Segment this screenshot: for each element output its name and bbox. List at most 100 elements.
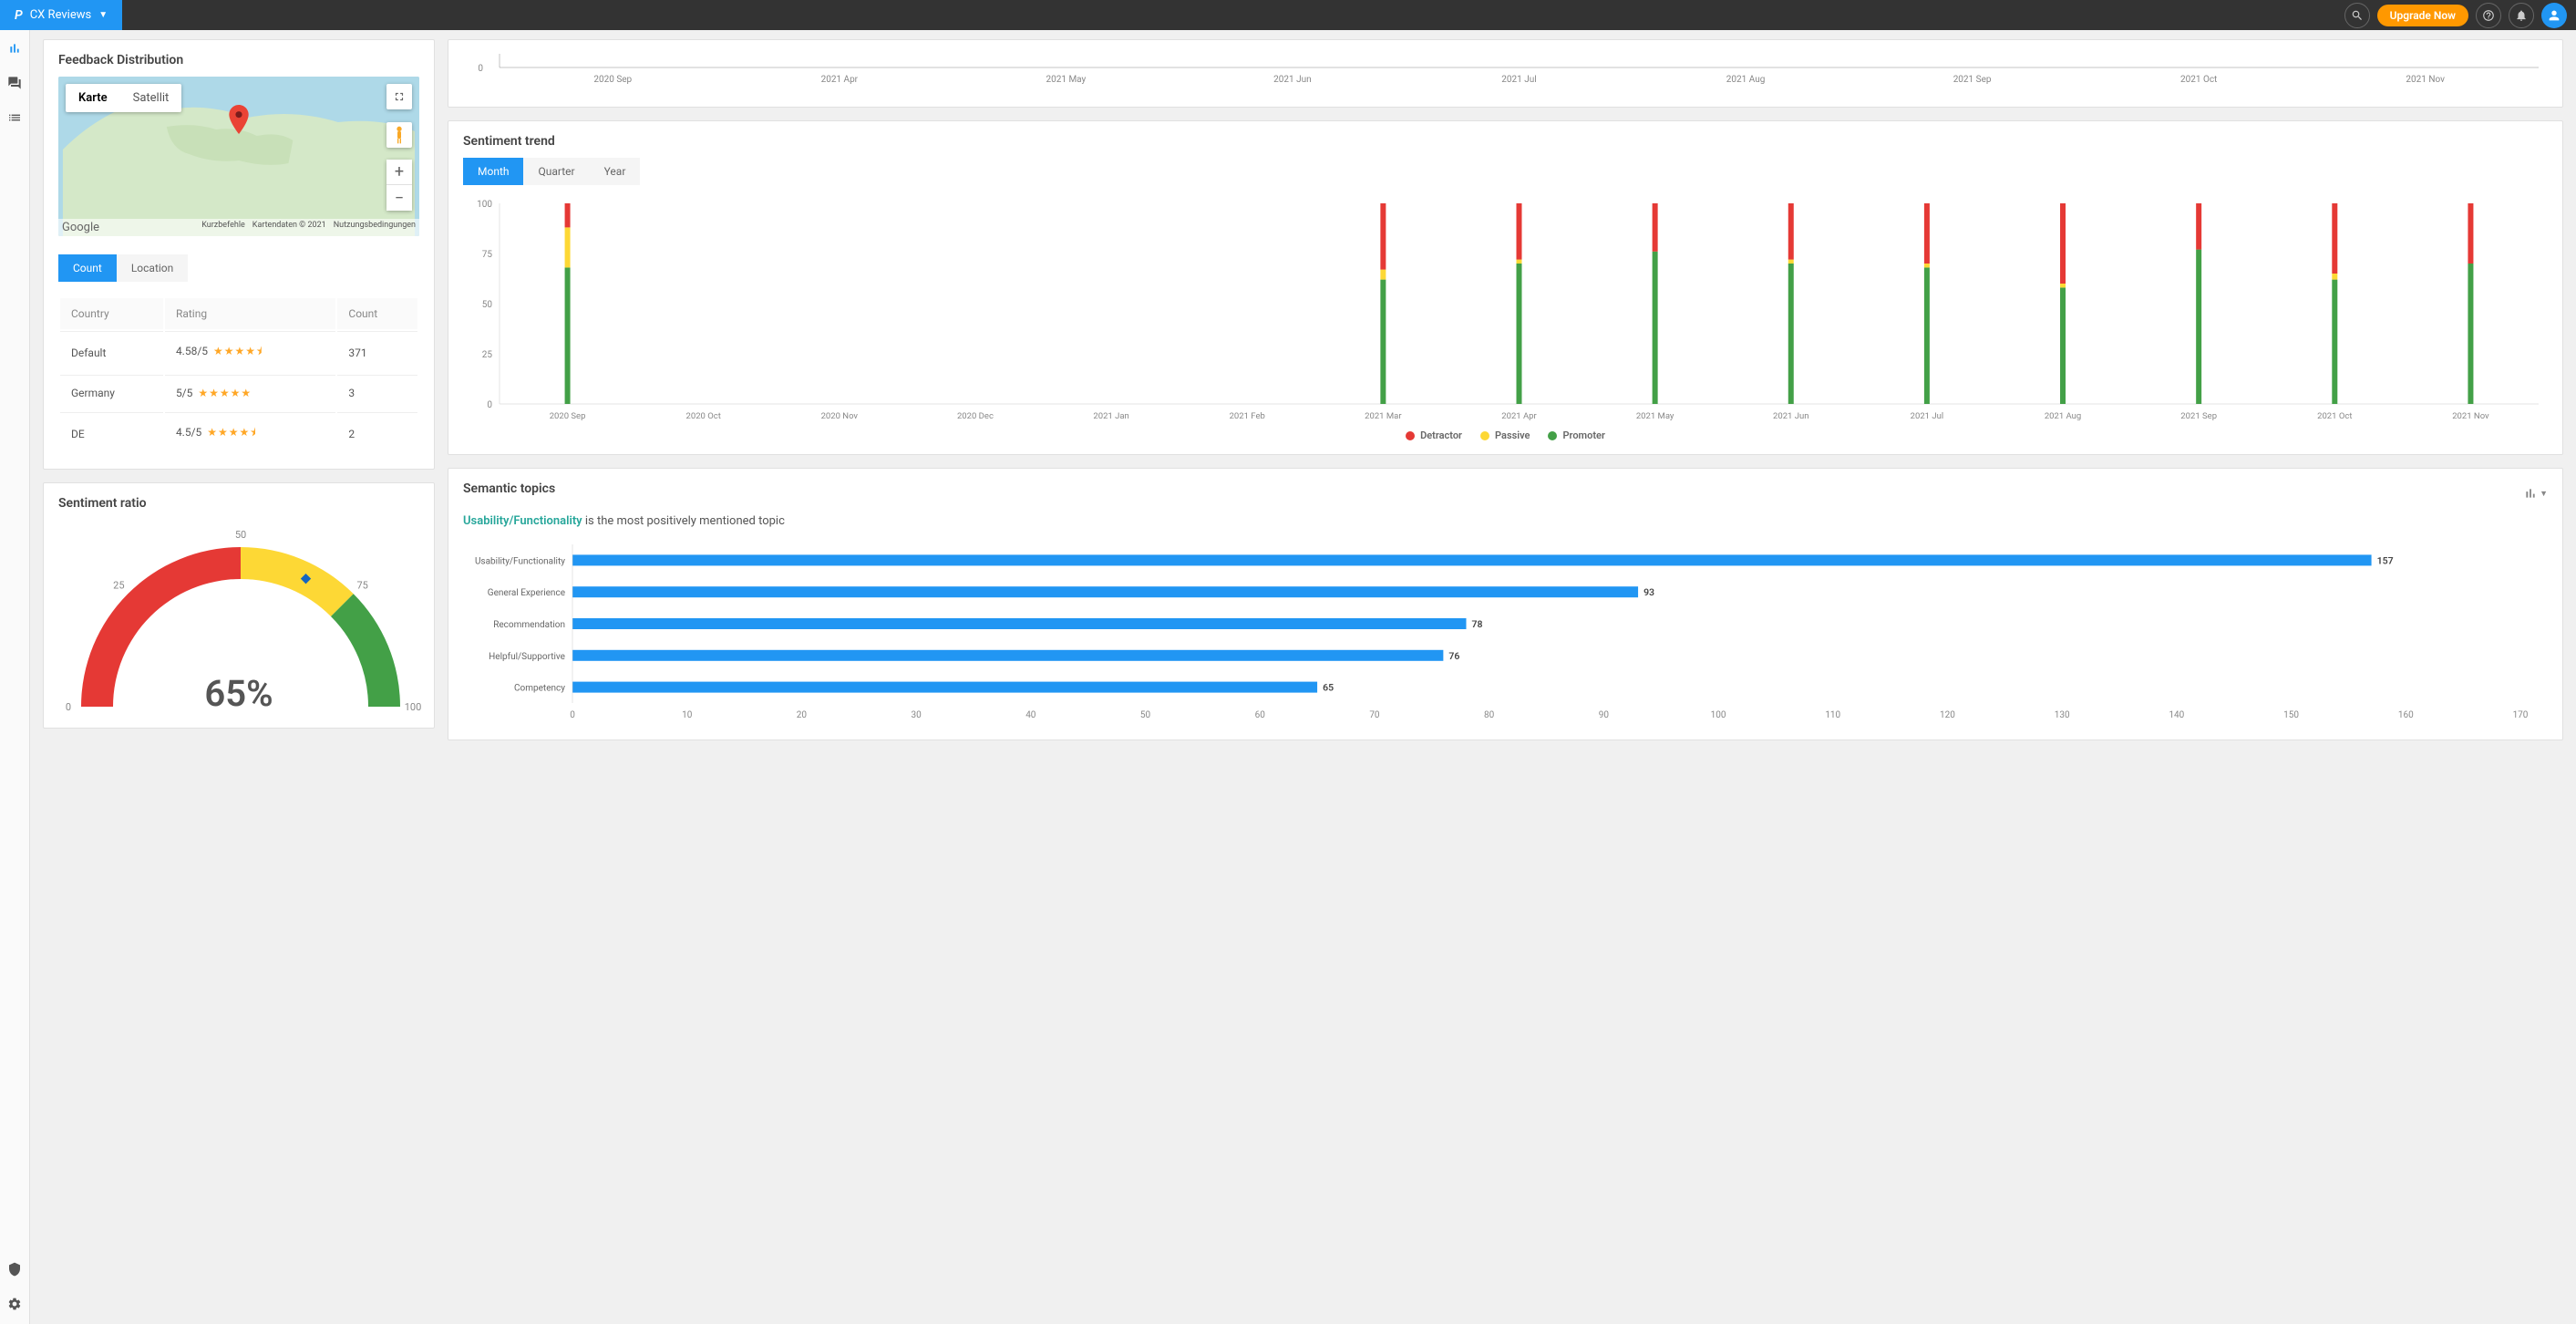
list-icon (7, 110, 22, 125)
svg-text:2021 Oct: 2021 Oct (2180, 75, 2217, 85)
topbar: P CX Reviews ▼ Upgrade Now (0, 0, 2576, 30)
topics-svg: Usability/Functionality157General Experi… (463, 541, 2548, 723)
svg-text:2021 Jul: 2021 Jul (1911, 411, 1944, 421)
sidebar-item-feedback[interactable] (5, 74, 24, 92)
svg-text:40: 40 (1025, 710, 1036, 720)
trend-svg: 02550751002020 Sep2020 Oct2020 Nov2020 D… (463, 196, 2548, 424)
bar-chart-icon (7, 41, 22, 56)
gear-icon (7, 1297, 22, 1311)
svg-text:2021 Apr: 2021 Apr (821, 75, 859, 85)
star-icon: ★★★★★ (198, 387, 252, 399)
legend-promoter: Promoter (1548, 429, 1604, 441)
svg-text:25: 25 (482, 350, 493, 360)
search-button[interactable] (2344, 3, 2370, 28)
cell-count: 371 (337, 331, 417, 373)
svg-text:2021 Mar: 2021 Mar (1365, 411, 1402, 421)
col-rating: Rating (165, 298, 335, 329)
cell-count: 2 (337, 412, 417, 454)
gauge-value: 65% (204, 672, 273, 715)
sidebar-item-dashboard[interactable] (5, 39, 24, 57)
map-shortcuts[interactable]: Kurzbefehle (201, 221, 245, 234)
svg-text:2021 Jun: 2021 Jun (1273, 75, 1312, 85)
avatar-button[interactable] (2541, 3, 2567, 28)
svg-text:2021 Jan: 2021 Jan (1093, 411, 1128, 421)
svg-text:50: 50 (235, 529, 246, 541)
chart-type-button[interactable]: ▼ (2523, 486, 2548, 501)
svg-text:Usability/Functionality: Usability/Functionality (475, 556, 565, 566)
svg-text:78: 78 (1472, 618, 1483, 630)
bar-chart-icon (2523, 486, 2538, 501)
tab-year[interactable]: Year (590, 158, 641, 185)
cell-country: Default (60, 331, 163, 373)
svg-text:100: 100 (477, 200, 492, 210)
sidebar-item-list[interactable] (5, 109, 24, 127)
brand-logo: P (15, 8, 23, 23)
svg-text:0: 0 (570, 710, 575, 720)
svg-text:2020 Nov: 2020 Nov (821, 411, 859, 421)
topics-chart: Usability/Functionality157General Experi… (463, 541, 2548, 727)
col-count: Count (337, 298, 417, 329)
brand-dropdown[interactable]: P CX Reviews ▼ (0, 0, 122, 30)
svg-text:2021 Feb: 2021 Feb (1230, 411, 1265, 421)
person-icon (2547, 8, 2561, 23)
map-data[interactable]: Kartendaten © 2021 (252, 221, 326, 234)
help-icon (2482, 9, 2495, 22)
svg-text:2021 Nov: 2021 Nov (2452, 411, 2489, 421)
cell-country: Germany (60, 375, 163, 410)
svg-text:60: 60 (1255, 710, 1266, 720)
svg-text:2021 Sep: 2021 Sep (1953, 75, 1992, 85)
semantic-topics-card: Semantic topics ▼ Usability/Functionalit… (448, 468, 2563, 740)
map-zoom-in-button[interactable]: + (386, 160, 412, 185)
svg-text:75: 75 (356, 579, 367, 591)
top-line-chart: 02020 Sep2021 Apr2021 May2021 Jun2021 Ju… (463, 49, 2548, 99)
sidebar-item-security[interactable] (5, 1260, 24, 1278)
sentiment-ratio-card: Sentiment ratio 0255075100 65% (43, 482, 435, 729)
toggle-count[interactable]: Count (58, 254, 117, 282)
tab-month[interactable]: Month (463, 158, 523, 185)
chevron-down-icon: ▼ (98, 10, 108, 20)
svg-text:Competency: Competency (514, 684, 565, 694)
map-terms[interactable]: Nutzungsbedingungen (334, 221, 416, 234)
svg-text:Recommendation: Recommendation (493, 620, 565, 630)
table-header-row: Country Rating Count (60, 298, 417, 329)
chat-icon (7, 76, 22, 90)
svg-text:80: 80 (1484, 710, 1495, 720)
svg-text:90: 90 (1599, 710, 1610, 720)
cell-rating: 4.5/5 ★★★★⯨ (165, 412, 335, 454)
chevron-down-icon: ▼ (2540, 489, 2548, 499)
map-zoom-out-button[interactable]: − (386, 185, 412, 211)
upgrade-button[interactable]: Upgrade Now (2377, 5, 2468, 26)
svg-text:2021 Jun: 2021 Jun (1773, 411, 1808, 421)
legend-passive: Passive (1480, 429, 1530, 441)
top-chart-svg: 02020 Sep2021 Apr2021 May2021 Jun2021 Ju… (463, 49, 2548, 99)
trend-chart: 02550751002020 Sep2020 Oct2020 Nov2020 D… (463, 196, 2548, 424)
toggle-location[interactable]: Location (117, 254, 188, 282)
cell-country: DE (60, 412, 163, 454)
col-country: Country (60, 298, 163, 329)
svg-text:157: 157 (2377, 554, 2394, 566)
cell-rating: 5/5 ★★★★★ (165, 375, 335, 410)
svg-text:76: 76 (1448, 650, 1459, 662)
svg-text:25: 25 (113, 579, 124, 591)
sidebar-item-settings[interactable] (5, 1295, 24, 1313)
star-icon: ★★★★⯨ (207, 426, 256, 439)
star-icon: ★★★★⯨ (213, 345, 263, 357)
svg-text:2021 Aug: 2021 Aug (1726, 75, 1766, 85)
tab-quarter[interactable]: Quarter (523, 158, 589, 185)
svg-text:170: 170 (2513, 710, 2529, 720)
map-tab-karte[interactable]: Karte (66, 84, 120, 112)
svg-text:100: 100 (1711, 710, 1726, 720)
notifications-button[interactable] (2509, 3, 2534, 28)
svg-text:2021 Nov: 2021 Nov (2406, 75, 2445, 85)
map-pegman-button[interactable] (386, 122, 412, 148)
map-tab-satellit[interactable]: Satellit (120, 84, 182, 112)
topic-highlight-sentence: Usability/Functionality is the most posi… (463, 514, 2548, 528)
map-pin-icon (229, 105, 249, 138)
help-button[interactable] (2476, 3, 2501, 28)
map[interactable]: Karte Satellit + − Google Kurzbefehle (58, 77, 419, 236)
table-row: DE 4.5/5 ★★★★⯨ 2 (60, 412, 417, 454)
svg-text:93: 93 (1643, 586, 1654, 598)
sentiment-trend-card: Sentiment trend Month Quarter Year 02550… (448, 120, 2563, 455)
map-fullscreen-button[interactable] (386, 84, 412, 109)
app-name: CX Reviews (30, 8, 92, 22)
